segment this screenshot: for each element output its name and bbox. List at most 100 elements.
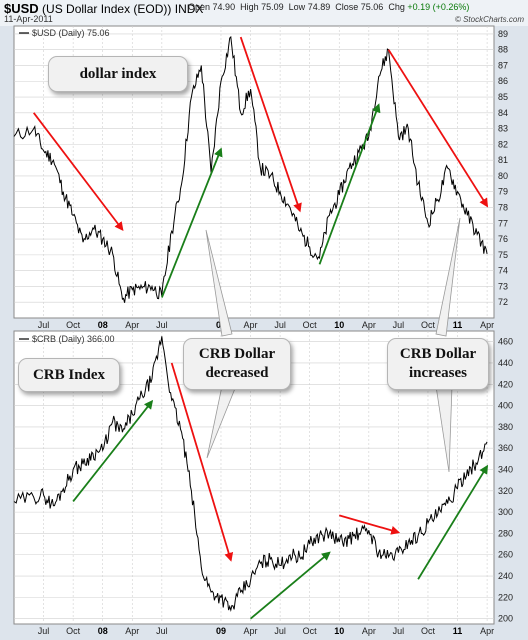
y-tick-label: 73 [498, 281, 508, 291]
x-tick-label: 11 [453, 626, 463, 636]
x-tick-label: 11 [453, 320, 463, 330]
up-trend-arrow [161, 147, 223, 298]
y-tick-label: 77 [498, 218, 508, 228]
close-value: 75.06 [360, 2, 384, 12]
y-tick-label: 200 [498, 614, 513, 624]
x-tick-label: 10 [334, 626, 344, 636]
annotation-dollar-index: dollar index [48, 56, 188, 92]
down-trend-arrow [387, 49, 489, 208]
y-tick-label: 83 [498, 124, 508, 134]
annotation-crb-dollar-decreased: CRB Dollar decreased [183, 338, 291, 390]
y-tick-label: 86 [498, 76, 508, 86]
y-tick-label: 460 [498, 337, 513, 347]
up-trend-arrow [72, 399, 154, 503]
down-trend-arrow [239, 36, 302, 213]
up-trend-arrow [249, 551, 331, 620]
open-value: 74.90 [212, 2, 236, 12]
x-tick-label: Jul [38, 320, 50, 330]
y-tick-label: 79 [498, 187, 508, 197]
copyright: © StockCharts.com [454, 15, 524, 24]
x-tick-label: Apr [362, 626, 376, 636]
x-tick-label: Oct [421, 320, 436, 330]
x-tick-label: Jul [274, 626, 286, 636]
x-tick-label: Jul [393, 320, 405, 330]
y-tick-label: 220 [498, 592, 513, 602]
chart-date: 11-Apr-2011 [4, 14, 53, 24]
x-tick-label: 10 [334, 320, 344, 330]
y-tick-label: 78 [498, 203, 508, 213]
x-tick-label: Oct [421, 626, 436, 636]
y-tick-label: 81 [498, 155, 508, 165]
x-tick-label: Apr [125, 320, 139, 330]
low-label: Low [288, 2, 306, 12]
callout-pointer [435, 217, 461, 337]
x-tick-label: Apr [480, 320, 494, 330]
symbol-name: (US Dollar Index (EOD)) [42, 2, 172, 16]
low-value: 74.89 [307, 2, 331, 12]
annotation-crb-index: CRB Index [18, 358, 120, 392]
y-tick-label: 74 [498, 266, 508, 276]
x-tick-label: Jul [156, 626, 168, 636]
y-tick-label: 420 [498, 379, 513, 389]
chart-header: $USD (US Dollar Index (EOD)) INDX 11-Apr… [0, 0, 528, 26]
y-tick-label: 440 [498, 358, 513, 368]
y-tick-label: 400 [498, 401, 513, 411]
x-tick-label: Apr [125, 626, 139, 636]
callout-pointer [205, 229, 233, 337]
y-tick-label: 260 [498, 550, 513, 560]
quote-line: Open 74.90 High 75.09 Low 74.89 Close 75… [188, 2, 469, 12]
x-tick-label: Apr [244, 626, 258, 636]
y-tick-label: 88 [498, 45, 508, 55]
y-tick-label: 320 [498, 486, 513, 496]
x-tick-label: Jul [393, 626, 405, 636]
x-tick-label: Jul [274, 320, 286, 330]
y-tick-label: 89 [498, 29, 508, 39]
y-tick-label: 87 [498, 60, 508, 70]
up-trend-arrow [417, 464, 489, 580]
x-tick-label: 08 [98, 626, 108, 636]
x-tick-label: Oct [303, 320, 318, 330]
y-tick-label: 80 [498, 171, 508, 181]
high-label: High [240, 2, 259, 12]
close-label: Close [335, 2, 359, 12]
exchange: INDX [174, 2, 204, 16]
x-tick-label: 09 [216, 626, 226, 636]
series-line [13, 336, 488, 613]
down-trend-arrow [339, 514, 401, 535]
y-tick-label: 82 [498, 139, 508, 149]
x-tick-label: 08 [98, 320, 108, 330]
legend-label: $CRB (Daily) 366.00 [32, 334, 115, 344]
y-tick-label: 240 [498, 571, 513, 581]
chg-label: Chg [388, 2, 405, 12]
y-tick-label: 72 [498, 297, 508, 307]
x-tick-label: Apr [480, 626, 494, 636]
y-tick-label: 76 [498, 234, 508, 244]
series-line [13, 35, 488, 303]
symbol: $USD [4, 1, 39, 16]
y-tick-label: 380 [498, 422, 513, 432]
up-trend-arrow [318, 103, 381, 265]
y-tick-label: 300 [498, 507, 513, 517]
y-tick-label: 85 [498, 92, 508, 102]
annotation-crb-dollar-increases: CRB Dollar increases [387, 338, 489, 390]
open-label: Open [188, 2, 211, 12]
high-value: 75.09 [261, 2, 284, 12]
x-tick-label: Oct [303, 626, 318, 636]
x-tick-label: Oct [66, 626, 81, 636]
chg-value: +0.19 (+0.26%) [407, 2, 470, 12]
symbol-title: $USD (US Dollar Index (EOD)) INDX [4, 1, 203, 16]
y-tick-label: 280 [498, 528, 513, 538]
x-tick-label: Apr [244, 320, 258, 330]
x-tick-label: Jul [156, 320, 168, 330]
x-tick-label: Oct [66, 320, 81, 330]
x-tick-label: Jul [38, 626, 50, 636]
down-trend-arrow [170, 362, 234, 562]
y-tick-label: 360 [498, 443, 513, 453]
y-tick-label: 340 [498, 465, 513, 475]
y-tick-label: 84 [498, 108, 508, 118]
legend-label: $USD (Daily) 75.06 [32, 28, 110, 38]
down-trend-arrow [32, 112, 124, 232]
y-tick-label: 75 [498, 250, 508, 260]
x-tick-label: Apr [362, 320, 376, 330]
